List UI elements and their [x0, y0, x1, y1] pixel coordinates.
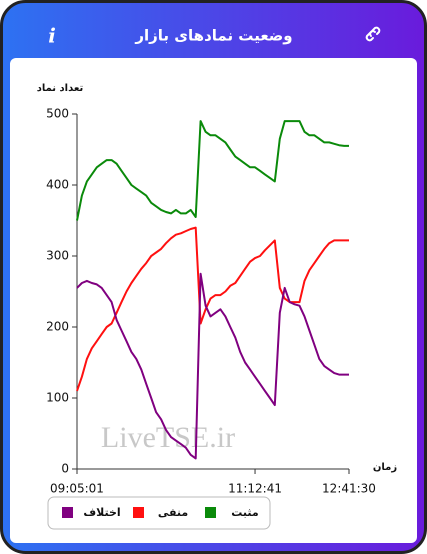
- legend-label: منفی: [158, 506, 188, 519]
- y-tick-label: 200: [46, 320, 69, 334]
- x-axis-label: زمان: [373, 462, 397, 473]
- link-icon-part: [369, 26, 381, 37]
- x-tick-label: 11:12:41: [228, 482, 282, 496]
- x-tick-label: 09:05:01: [50, 482, 104, 496]
- legend-label: مثبت: [231, 506, 258, 519]
- y-tick-label: 300: [46, 249, 69, 263]
- y-axis-label: تعداد نماد: [37, 83, 84, 94]
- legend-swatch: [133, 507, 144, 518]
- series-line: [76, 120, 349, 221]
- link-icon-part: [365, 30, 376, 42]
- legend-swatch: [205, 507, 216, 518]
- header-title: وضعیت نمادهای بازار: [134, 27, 292, 45]
- legend-label: اختلاف: [83, 506, 120, 519]
- link-icon[interactable]: [365, 26, 381, 42]
- legend-swatch: [62, 507, 73, 518]
- legend: [47, 496, 271, 530]
- card: [10, 58, 417, 543]
- series-line: [76, 272, 349, 460]
- y-tick-label: 500: [46, 107, 69, 121]
- series-line: [76, 226, 349, 392]
- y-tick-label: 400: [46, 178, 69, 192]
- y-tick-label: 100: [46, 391, 69, 405]
- watermark: LiveTSE.ir: [101, 421, 235, 454]
- y-tick-label: 0: [61, 462, 69, 476]
- info-icon[interactable]: i: [48, 24, 56, 48]
- x-tick-label: 12:41:30: [322, 482, 376, 496]
